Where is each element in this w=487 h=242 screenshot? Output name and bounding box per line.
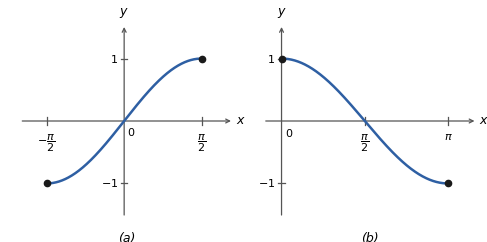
Text: $\dfrac{\pi}{2}$: $\dfrac{\pi}{2}$ xyxy=(197,132,206,154)
Text: $0$: $0$ xyxy=(127,126,135,138)
Text: $y$: $y$ xyxy=(277,7,286,21)
Text: $0$: $0$ xyxy=(285,127,293,139)
Text: $\pi$: $\pi$ xyxy=(444,132,452,142)
Text: $x$: $x$ xyxy=(236,114,245,128)
Text: $1$: $1$ xyxy=(267,53,275,65)
Text: $\dfrac{\pi}{2}$: $\dfrac{\pi}{2}$ xyxy=(360,132,369,154)
Text: (a): (a) xyxy=(118,232,135,242)
Text: $-\dfrac{\pi}{2}$: $-\dfrac{\pi}{2}$ xyxy=(37,132,56,154)
Text: $y$: $y$ xyxy=(119,7,129,21)
Text: $-1$: $-1$ xyxy=(101,177,118,189)
Text: $-1$: $-1$ xyxy=(258,177,275,189)
Text: $1$: $1$ xyxy=(110,53,118,65)
Text: $x$: $x$ xyxy=(479,114,487,128)
Text: (b): (b) xyxy=(361,232,379,242)
